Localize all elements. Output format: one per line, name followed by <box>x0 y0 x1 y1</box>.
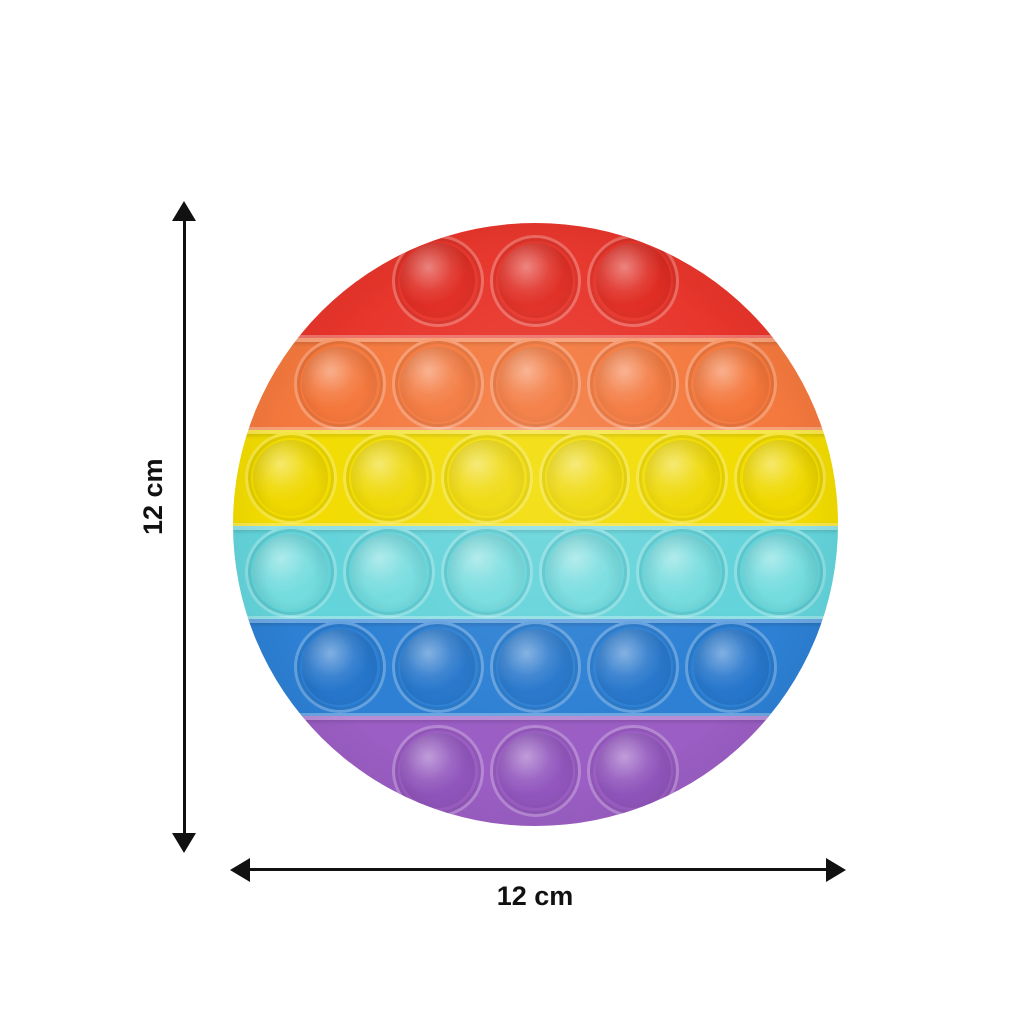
width-arrow-right-icon <box>826 858 846 882</box>
color-band-purple <box>233 715 838 826</box>
width-dimension-label: 12 cm <box>496 881 574 911</box>
height-dimension-label: 12 cm <box>138 458 168 535</box>
color-band-red <box>233 223 838 339</box>
width-arrow-left-icon <box>230 858 250 882</box>
width-dimension-line <box>244 868 836 871</box>
color-band-orange <box>233 338 838 431</box>
color-band-cyan <box>233 525 838 619</box>
height-arrow-bottom-icon <box>172 833 196 853</box>
toy-disc <box>233 223 838 826</box>
color-band-blue <box>233 618 838 716</box>
height-arrow-top-icon <box>172 201 196 221</box>
pop-it-fidget-toy <box>233 223 838 826</box>
color-band-yellow <box>233 430 838 526</box>
height-dimension-line <box>183 215 186 840</box>
